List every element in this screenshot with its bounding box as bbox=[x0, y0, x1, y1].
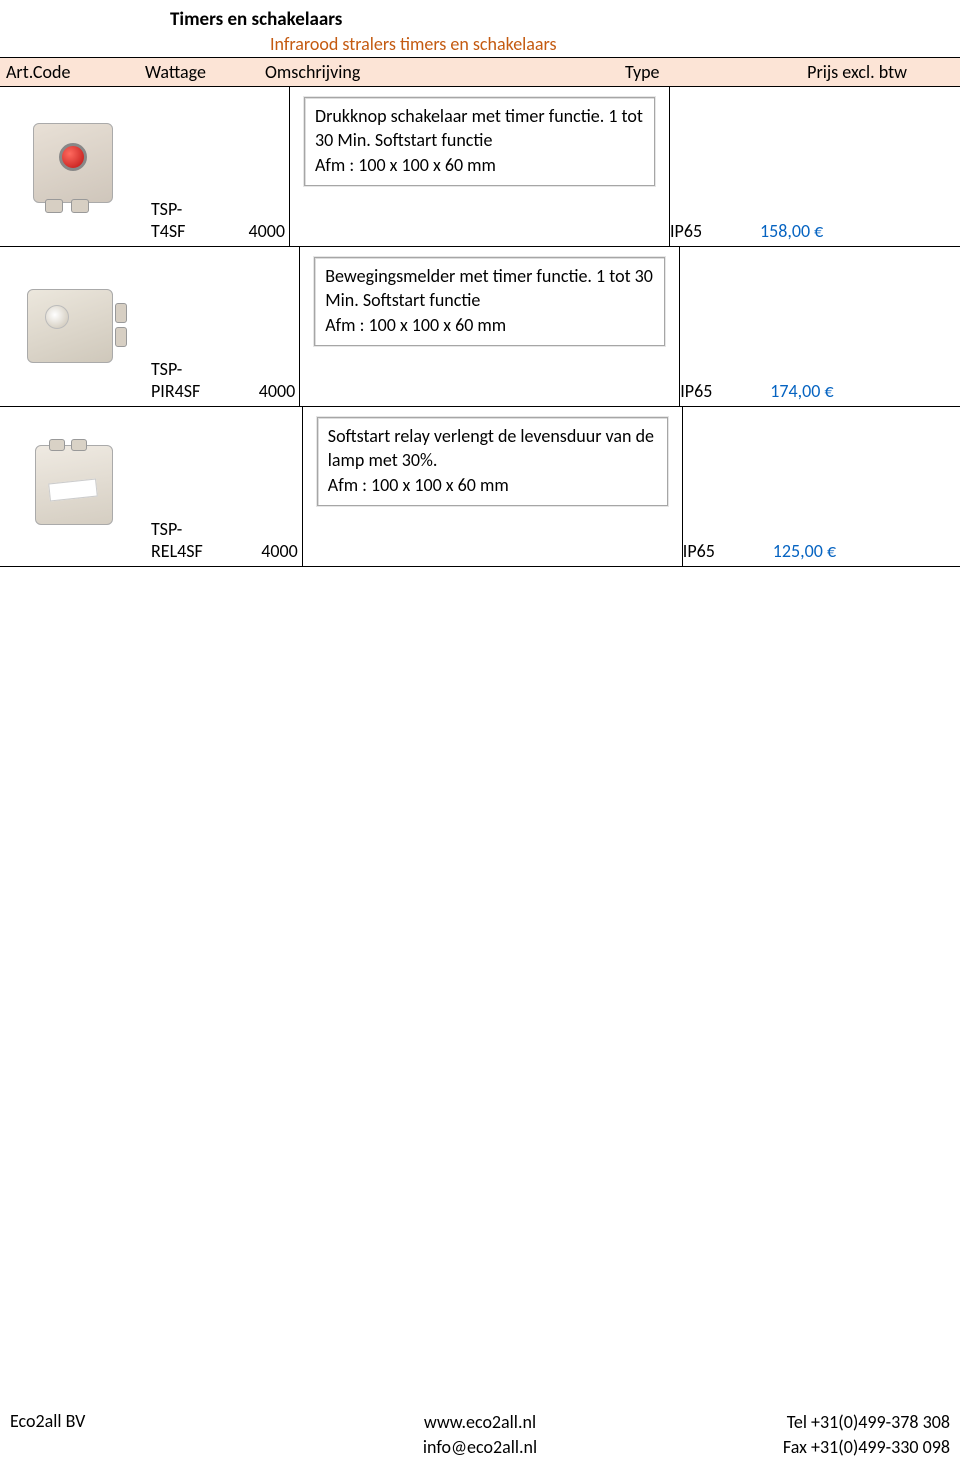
product-image bbox=[0, 247, 145, 406]
page-title: Timers en schakelaars bbox=[0, 0, 960, 33]
relay-device-icon bbox=[13, 437, 133, 537]
product-wattage: 4000 bbox=[203, 407, 303, 566]
product-wattage: 4000 bbox=[190, 87, 290, 246]
table-row: TSP-T4SF 4000 Drukknop schakelaar met ti… bbox=[0, 87, 960, 247]
col-header-desc: Omschrijving bbox=[245, 61, 625, 83]
product-description: Bewegingsmelder met timer functie. 1 tot… bbox=[314, 257, 665, 346]
product-type: IP65 bbox=[683, 407, 773, 566]
footer-fax: Fax +31(0)499-330 098 bbox=[640, 1435, 950, 1460]
push-button-device-icon bbox=[13, 117, 133, 217]
product-image bbox=[0, 87, 145, 246]
product-wattage: 4000 bbox=[200, 247, 300, 406]
motion-sensor-device-icon bbox=[13, 277, 133, 377]
table-row: TSP-PIR4SF 4000 Bewegingsmelder met time… bbox=[0, 247, 960, 407]
product-image bbox=[0, 407, 145, 566]
table-header: Art.Code Wattage Omschrijving Type Prijs… bbox=[0, 57, 960, 87]
col-header-type: Type bbox=[625, 61, 715, 83]
footer-email: info@eco2all.nl bbox=[320, 1435, 640, 1460]
product-price: 158,00 € bbox=[760, 220, 823, 242]
product-code: TSP-T4SF bbox=[151, 87, 190, 246]
product-type: IP65 bbox=[680, 247, 770, 406]
table-row: TSP-REL4SF 4000 Softstart relay verlengt… bbox=[0, 407, 960, 567]
product-code: TSP-PIR4SF bbox=[151, 247, 200, 406]
product-code: TSP-REL4SF bbox=[151, 407, 203, 566]
product-type: IP65 bbox=[670, 87, 760, 246]
col-header-price: Prijs excl. btw bbox=[715, 61, 915, 83]
product-description: Drukknop schakelaar met timer functie. 1… bbox=[304, 97, 655, 186]
footer-tel: Tel +31(0)499-378 308 bbox=[640, 1410, 950, 1435]
footer-website: www.eco2all.nl bbox=[320, 1410, 640, 1435]
product-description: Softstart relay verlengt de levensduur v… bbox=[317, 417, 668, 506]
product-price: 125,00 € bbox=[773, 540, 836, 562]
product-price: 174,00 € bbox=[770, 380, 833, 402]
page-subtitle: Infrarood stralers timers en schakelaars bbox=[0, 33, 960, 57]
footer-company: Eco2all BV bbox=[10, 1410, 320, 1460]
col-header-code: Art.Code bbox=[0, 61, 145, 83]
col-header-wattage: Wattage bbox=[145, 61, 245, 83]
page-footer: Eco2all BV www.eco2all.nl info@eco2all.n… bbox=[0, 1410, 960, 1460]
